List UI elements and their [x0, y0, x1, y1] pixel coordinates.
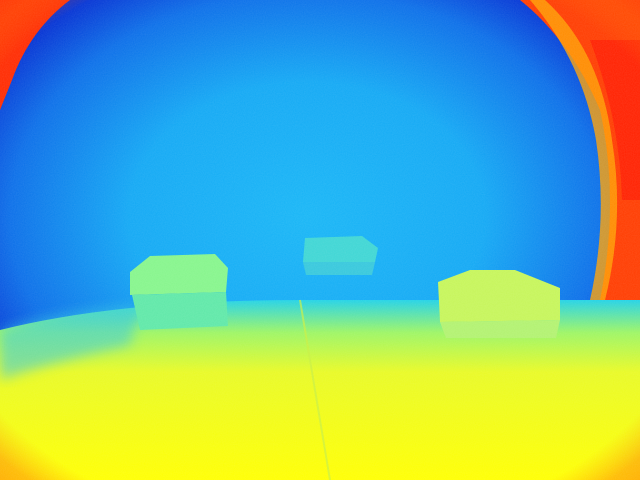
depth-image	[0, 0, 640, 480]
